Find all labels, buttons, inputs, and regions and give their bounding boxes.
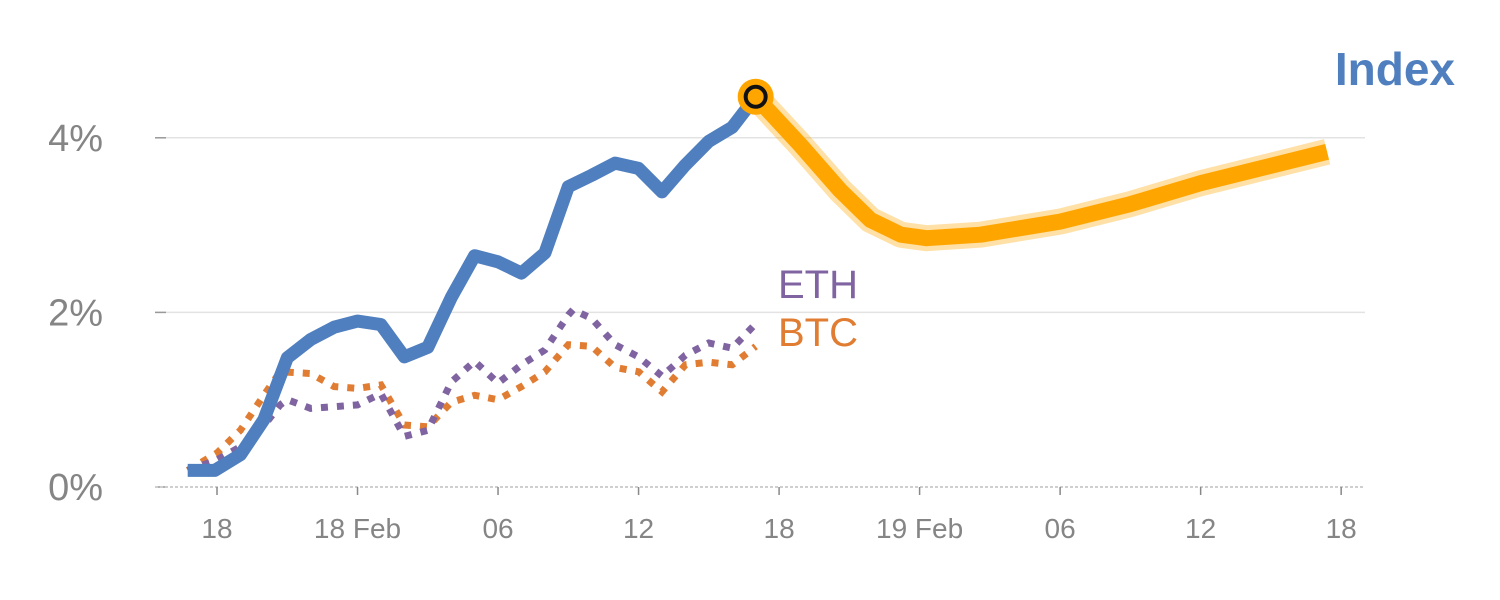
y-tick-label: 4% bbox=[48, 118, 103, 160]
axes: 0% 2% 4% 18 18 Feb 06 12 18 19 Feb 06 12 18 bbox=[48, 118, 1365, 544]
series-lines bbox=[185, 78, 1331, 477]
x-tick-label: 12 bbox=[623, 513, 654, 544]
btc-label: BTC bbox=[778, 311, 858, 355]
chart-title: Index bbox=[1335, 43, 1456, 95]
eth-line bbox=[186, 305, 759, 474]
x-tick-label: 18 bbox=[201, 513, 232, 544]
x-tick-label: 06 bbox=[482, 513, 513, 544]
gridlines bbox=[155, 137, 1365, 314]
eth-label: ETH bbox=[778, 263, 858, 307]
x-tick-label: 18 Feb bbox=[314, 513, 401, 544]
index-line bbox=[187, 92, 761, 477]
y-tick-label: 0% bbox=[48, 467, 103, 509]
forecast-line bbox=[749, 91, 1330, 247]
x-tick-label: 18 bbox=[764, 513, 795, 544]
btc-line bbox=[185, 341, 758, 474]
x-tick-label: 06 bbox=[1045, 513, 1076, 544]
x-tick-label: 12 bbox=[1185, 513, 1216, 544]
current-point-ring bbox=[743, 84, 768, 109]
x-tick-label: 18 bbox=[1326, 513, 1357, 544]
x-tick-label: 19 Feb bbox=[876, 513, 963, 544]
y-tick-label: 2% bbox=[48, 292, 103, 334]
